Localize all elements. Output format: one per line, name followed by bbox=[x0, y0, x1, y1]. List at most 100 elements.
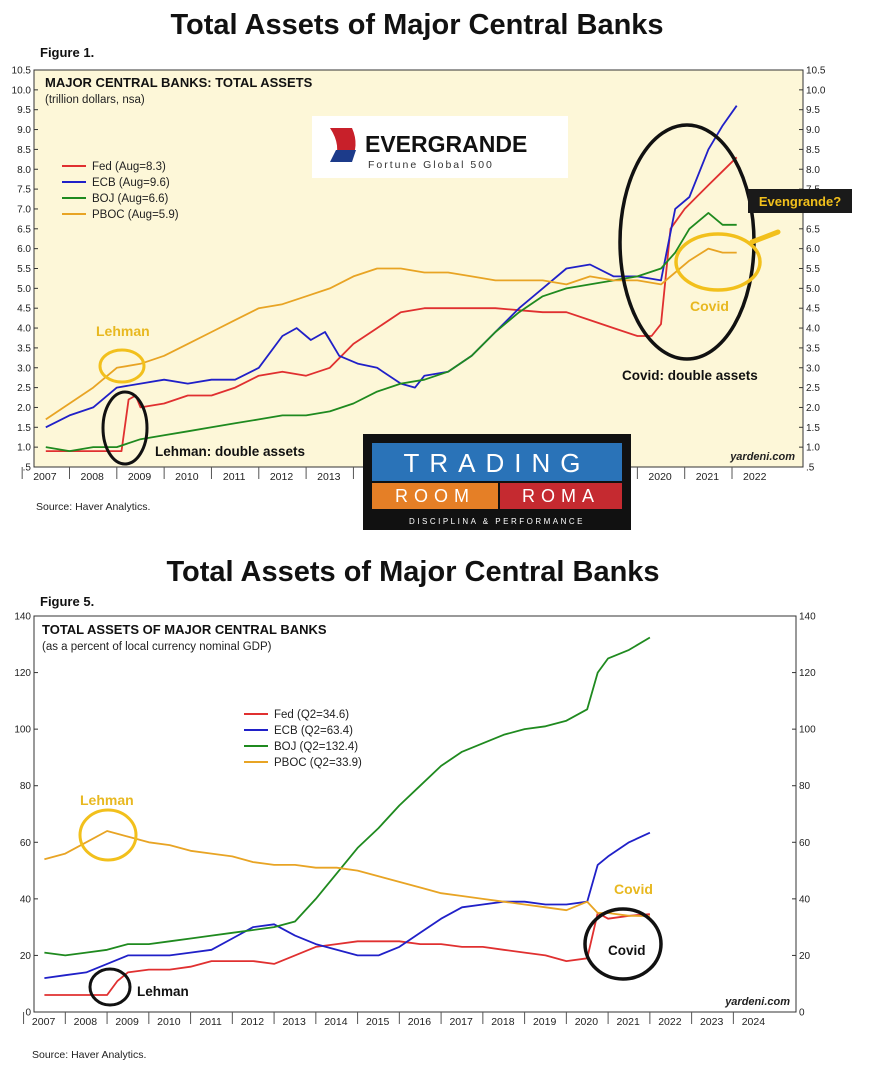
figure5-covid-circle-label: Covid bbox=[608, 943, 646, 958]
y-tick-label: 9.0 bbox=[17, 125, 31, 136]
figure1-evergrande-question: Evengrande? bbox=[759, 194, 841, 209]
trading-logo-roma: ROMA bbox=[522, 486, 600, 506]
legend-label: BOJ (Q2=132.4) bbox=[274, 741, 358, 753]
legend-label: ECB (Q2=63.4) bbox=[274, 725, 353, 737]
y-tick-label: 5.0 bbox=[17, 284, 31, 295]
y-tick-label: 4.5 bbox=[17, 304, 31, 315]
x-tick-label: 2009 bbox=[128, 471, 152, 483]
figure5-series-lines bbox=[44, 636, 651, 996]
y-tick-label: 0 bbox=[25, 1008, 31, 1019]
x-tick-label: 2007 bbox=[33, 471, 57, 483]
figure5-x-axis: 2007 2008 2009 2010 2011 2012 2013 2014 2015 2016… bbox=[23, 1012, 765, 1028]
x-tick-label: 2007 bbox=[32, 1016, 56, 1028]
figure5-lehman-label: Lehman bbox=[80, 792, 134, 808]
y-tick-label: 10.5 bbox=[12, 66, 32, 77]
trading-logo-top: TRADING bbox=[404, 448, 591, 478]
y-tick-label: 20 bbox=[20, 951, 32, 962]
y-tick-label: 9.5 bbox=[17, 105, 31, 116]
figure5-label: Figure 5. bbox=[40, 594, 94, 609]
x-tick-label: 2009 bbox=[115, 1016, 139, 1028]
trading-logo-room: ROOM bbox=[395, 486, 475, 506]
x-tick-label: 2020 bbox=[648, 471, 672, 483]
y-tick-label-right: 1.0 bbox=[806, 443, 820, 454]
y-tick-label: 60 bbox=[20, 838, 32, 849]
y-tick-label: 8.0 bbox=[17, 165, 31, 176]
x-tick-label: 2010 bbox=[157, 1016, 181, 1028]
figure1-chart-subtitle: (trillion dollars, nsa) bbox=[45, 94, 145, 106]
x-tick-label: 2013 bbox=[317, 471, 341, 483]
y-tick-label: 2.0 bbox=[17, 403, 31, 414]
x-tick-label: 2012 bbox=[241, 1016, 265, 1028]
x-tick-label: 2018 bbox=[491, 1016, 515, 1028]
figure5-covid-circle bbox=[583, 907, 663, 981]
x-tick-label: 2015 bbox=[366, 1016, 390, 1028]
y-tick-label-right: 140 bbox=[799, 612, 816, 623]
y-tick-label-right: 9.0 bbox=[806, 125, 820, 136]
series-line-2 bbox=[45, 212, 737, 452]
x-tick-label: 2020 bbox=[575, 1016, 599, 1028]
y-tick-label-right: 8.0 bbox=[806, 165, 820, 176]
legend-label: ECB (Aug=9.6) bbox=[92, 177, 170, 189]
y-tick-label: 6.0 bbox=[17, 244, 31, 255]
y-tick-label: 1.0 bbox=[17, 443, 31, 454]
y-tick-label-right: 9.5 bbox=[806, 105, 820, 116]
y-tick-label-right: 100 bbox=[799, 725, 816, 736]
series-line-0 bbox=[44, 912, 650, 996]
y-tick-label-right: 0 bbox=[799, 1008, 805, 1019]
x-tick-label: 2008 bbox=[74, 1016, 98, 1028]
y-tick-label: .5 bbox=[23, 463, 32, 474]
figure1-page-title: Total Assets of Major Central Banks bbox=[170, 9, 663, 41]
legend-label: Fed (Aug=8.3) bbox=[92, 161, 166, 173]
y-tick-label-right: 5.5 bbox=[806, 264, 820, 275]
figure5-lehman-circle bbox=[78, 808, 138, 862]
y-tick-label-right: 10.0 bbox=[806, 85, 826, 96]
y-tick-label: 80 bbox=[20, 781, 32, 792]
y-tick-label-right: 2.5 bbox=[806, 383, 820, 394]
y-tick-label-right: 6.5 bbox=[806, 224, 820, 235]
series-line-1 bbox=[44, 831, 651, 979]
y-tick-label: 8.5 bbox=[17, 145, 31, 156]
y-tick-label-right: 20 bbox=[799, 951, 811, 962]
figure1-lehman-circle bbox=[98, 348, 146, 384]
evergrande-name: EVERGRANDE bbox=[365, 131, 527, 157]
legend-label: Fed (Q2=34.6) bbox=[274, 709, 349, 721]
figure1-covid-yellow-circle bbox=[674, 232, 762, 292]
y-tick-label-right: 3.5 bbox=[806, 343, 820, 354]
figure1-covid-label: Covid bbox=[690, 298, 729, 314]
x-tick-label: 2019 bbox=[533, 1016, 557, 1028]
figure5-legend: Fed (Q2=34.6) ECB (Q2=63.4) BOJ (Q2=132.4)… bbox=[244, 709, 362, 769]
x-tick-label: 2008 bbox=[81, 471, 105, 483]
y-tick-label: 7.0 bbox=[17, 204, 31, 215]
series-line-0 bbox=[45, 156, 738, 452]
evergrande-logo: EVERGRANDE Fortune Global 500 bbox=[312, 116, 568, 178]
figure1-evergrande-tag bbox=[748, 189, 852, 213]
y-tick-label: 4.0 bbox=[17, 324, 31, 335]
y-tick-label: 2.5 bbox=[17, 383, 31, 394]
y-tick-label: 100 bbox=[14, 725, 31, 736]
x-tick-label: 2021 bbox=[696, 471, 720, 483]
x-tick-label: 2022 bbox=[658, 1016, 682, 1028]
y-tick-label: 3.5 bbox=[17, 343, 31, 354]
figure5-y-axis-left: 140 120 100 80 60 40 20 0 bbox=[14, 612, 38, 1019]
y-tick-label-right: 8.5 bbox=[806, 145, 820, 156]
trading-logo-tagline: DISCIPLINA & PERFORMANCE bbox=[409, 517, 585, 526]
series-line-3 bbox=[44, 830, 650, 917]
figure1-series-lines bbox=[45, 105, 738, 452]
y-tick-label: 7.5 bbox=[17, 185, 31, 196]
x-tick-label: 2012 bbox=[270, 471, 294, 483]
x-tick-label: 2016 bbox=[408, 1016, 432, 1028]
figure1-source: Source: Haver Analytics. bbox=[36, 501, 150, 513]
y-tick-label-right: 10.5 bbox=[806, 66, 826, 77]
figure1-credit: yardeni.com bbox=[729, 451, 795, 463]
y-tick-label-right: 3.0 bbox=[806, 363, 820, 374]
y-tick-label-right: 4.5 bbox=[806, 304, 820, 315]
x-tick-label: 2011 bbox=[199, 1016, 222, 1028]
figure1-label: Figure 1. bbox=[40, 45, 94, 60]
y-tick-label: 6.5 bbox=[17, 224, 31, 235]
figure5-plot-area bbox=[33, 615, 797, 1013]
figure5-lehman-black-circle bbox=[88, 967, 132, 1007]
figure1-covid-double-label: Covid: double assets bbox=[622, 368, 758, 383]
y-tick-label-right: 120 bbox=[799, 668, 816, 679]
trading-room-roma-logo: TRADING ROOM ROMA DISCIPLINA & PERFORMAN… bbox=[363, 434, 631, 530]
